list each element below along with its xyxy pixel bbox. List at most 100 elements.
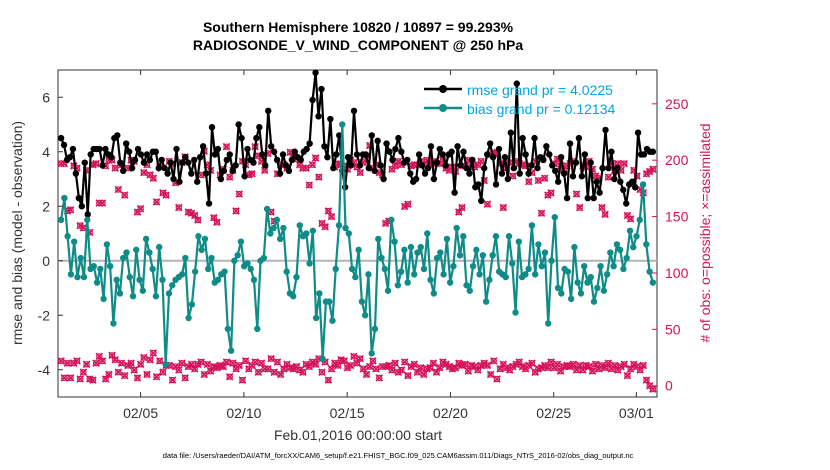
bias-point-105 <box>401 246 408 254</box>
rmse-point-99 <box>350 107 358 115</box>
bias-point-159 <box>577 290 585 297</box>
rmse-point-168 <box>554 178 562 185</box>
bias-point-2 <box>64 233 71 240</box>
legend: rmse grand pr = 4.0225 bias grand pr = 0… <box>424 82 615 117</box>
rmse-point-27 <box>137 151 145 158</box>
obs-lower-point-15 <box>105 370 113 379</box>
obs-lower-point-30 <box>152 372 161 381</box>
bias-point-99 <box>381 265 388 273</box>
obs-lower-point-97 <box>365 362 374 371</box>
bias-point-12 <box>97 265 104 273</box>
obs-lower-point-24 <box>133 374 142 382</box>
obs-upper-point-104 <box>388 165 396 173</box>
rmse-point-185 <box>605 164 612 172</box>
bias-point-143 <box>525 265 532 273</box>
bias-point-121 <box>453 224 460 232</box>
obs-upper-point-106 <box>394 157 403 166</box>
bias-point-94 <box>365 271 372 278</box>
y-left-tick-label-1: -2 <box>38 307 51 323</box>
bias-point-170 <box>613 241 621 248</box>
obs-lower-point-167 <box>588 367 597 375</box>
bias-point-122 <box>456 252 464 259</box>
obs-lower-point-99 <box>372 365 380 373</box>
rmse-point-57 <box>226 151 233 158</box>
bias-point-53 <box>231 257 238 264</box>
rmse-point-156 <box>519 134 526 142</box>
bias-point-139 <box>512 309 519 316</box>
rmse-point-182 <box>596 189 603 196</box>
bias-point-7 <box>80 273 88 281</box>
obs-lower-point-98 <box>369 357 377 365</box>
obs-lower-point-27 <box>143 370 151 379</box>
bias-point-27 <box>146 249 153 256</box>
obs-lower-point-85 <box>327 365 336 373</box>
rmse-point-187 <box>611 175 618 183</box>
rmse-point-25 <box>131 156 139 164</box>
bias-point-10 <box>90 263 97 270</box>
obs-upper-point-37 <box>175 203 183 212</box>
rmse-point-157 <box>522 151 529 158</box>
y-left-axis-label: rmse and bias (model - observation) <box>9 121 25 345</box>
obs-lower-point-13 <box>98 357 107 365</box>
rmse-point-105 <box>368 132 375 139</box>
rmse-point-191 <box>623 200 630 207</box>
bias-point-96 <box>371 325 379 333</box>
bias-point-66 <box>273 216 281 224</box>
rmse-point-0 <box>57 134 65 142</box>
obs-lower-point-104 <box>388 366 396 374</box>
rmse-point-68 <box>259 151 266 158</box>
obs-upper-point-152 <box>540 174 549 183</box>
obs-lower-point-135 <box>486 370 495 379</box>
obs-lower-point-69 <box>276 370 285 379</box>
obs-upper-point-81 <box>315 173 323 181</box>
bias-point-97 <box>375 235 382 243</box>
bias-point-17 <box>113 276 120 284</box>
bias-point-31 <box>159 276 166 284</box>
obs-upper-point-77 <box>302 164 310 172</box>
rmse-point-39 <box>173 145 180 153</box>
rmse-point-122 <box>418 162 426 169</box>
bias-point-109 <box>414 249 421 256</box>
bias-point-145 <box>531 271 539 278</box>
obs-lower-point-100 <box>375 374 384 382</box>
obs-lower-point-10 <box>89 376 97 384</box>
obs-lower-point-96 <box>362 370 371 379</box>
rmse-point-150 <box>501 154 509 161</box>
bias-point-149 <box>545 320 552 327</box>
rmse-point-91 <box>327 115 334 123</box>
rmse-point-147 <box>492 181 500 188</box>
bias-point-41 <box>191 268 199 275</box>
rmse-point-34 <box>158 156 165 164</box>
rmse-point-169 <box>557 154 565 161</box>
bias-point-112 <box>424 230 431 237</box>
bias-point-129 <box>479 252 487 259</box>
obs-upper-point-79 <box>308 160 317 169</box>
bias-point-164 <box>594 284 601 292</box>
rmse-point-186 <box>608 148 615 155</box>
rmse-point-118 <box>407 170 414 177</box>
bias-point-67 <box>276 235 284 243</box>
rmse-point-121 <box>415 151 423 158</box>
bias-point-86 <box>339 121 346 128</box>
rmse-point-17 <box>108 154 115 161</box>
rmse-point-59 <box>232 162 239 169</box>
obs-upper-point-154 <box>547 189 555 197</box>
bias-point-101 <box>388 216 395 224</box>
rmse-point-5 <box>72 170 80 177</box>
obs-lower-point-67 <box>270 368 279 376</box>
obs-lower-point-3 <box>66 374 75 382</box>
bias-point-8 <box>84 216 91 224</box>
rmse-point-10 <box>87 151 94 158</box>
obs-lower-point-8 <box>82 360 91 369</box>
bias-point-176 <box>633 233 640 240</box>
rmse-point-101 <box>356 162 364 169</box>
obs-upper-point-13 <box>98 199 107 207</box>
bias-point-171 <box>616 246 624 254</box>
bias-point-43 <box>198 246 205 254</box>
bias-point-138 <box>509 260 516 267</box>
rmse-point-55 <box>220 167 228 175</box>
bias-point-55 <box>237 238 245 245</box>
obs-lower-point-22 <box>127 359 135 367</box>
rmse-point-133 <box>451 189 458 196</box>
bias-point-72 <box>293 273 300 281</box>
